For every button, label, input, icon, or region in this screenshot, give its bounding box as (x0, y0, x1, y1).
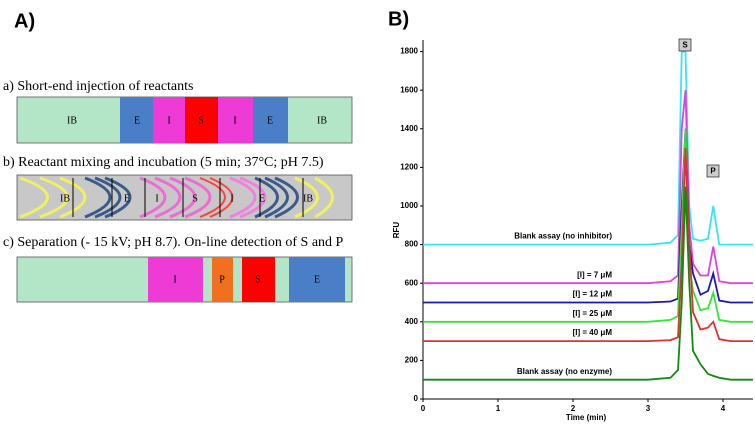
y-tick-label: 200 (405, 356, 419, 365)
x-tick-label: 4 (721, 404, 726, 413)
x-tick-label: 2 (571, 404, 576, 413)
series-label: Blank assay (no inhibitor) (514, 232, 612, 241)
annotation: P (710, 167, 716, 176)
segment-label: E (314, 274, 320, 285)
series-label: Blank assay (no enzyme) (517, 367, 612, 376)
x-tick-label: 3 (646, 404, 651, 413)
series-label: [I] = 40 μM (573, 328, 613, 337)
y-tick-label: 1800 (400, 47, 418, 56)
segment-label: S (198, 115, 204, 126)
row-title: c) Separation (- 15 kV; pH 8.7). On-line… (3, 235, 344, 250)
capillary-a (16, 96, 353, 144)
capillary-c (16, 256, 353, 303)
segment-label: E (259, 193, 265, 204)
y-tick-label: 1000 (400, 201, 418, 210)
series-label: [I] = 12 μM (573, 290, 613, 299)
annotation: S (682, 41, 688, 50)
trace (423, 90, 753, 285)
segment-label: S (255, 274, 261, 285)
annotation-box (678, 38, 692, 52)
capillary-b (16, 174, 353, 221)
segment-label: E (134, 115, 140, 126)
y-tick-label: 1600 (400, 85, 418, 94)
segment-label: P (219, 274, 225, 285)
y-tick-label: 1400 (400, 124, 418, 133)
y-axis-label: RFU (392, 222, 401, 239)
segment-label: I (233, 115, 236, 126)
segment-label: IB (303, 193, 313, 204)
segment-label: I (167, 115, 170, 126)
segment-label: E (267, 115, 273, 126)
trace (423, 50, 753, 246)
trace (423, 128, 753, 304)
segment-label: I (155, 193, 158, 204)
segment-label: E (124, 193, 130, 204)
panel-label: B) (388, 8, 409, 30)
y-tick-label: 1200 (400, 162, 418, 171)
segment-label: S (192, 193, 198, 204)
x-tick-label: 1 (496, 404, 501, 413)
x-axis-label: Time (min) (566, 413, 607, 422)
y-tick-label: 0 (414, 394, 419, 403)
segment-label: IB (317, 115, 327, 126)
y-tick-label: 400 (405, 317, 419, 326)
y-tick-label: 600 (405, 278, 419, 287)
series-label: [I] = 7 μM (577, 270, 612, 279)
trace (423, 148, 753, 342)
x-tick-label: 0 (421, 404, 426, 413)
panel-label: A) (14, 10, 35, 32)
segment-label: I (230, 193, 233, 204)
series-label: [I] = 25 μM (573, 309, 613, 318)
y-tick-label: 800 (405, 240, 419, 249)
annotation-box (706, 164, 720, 178)
trace (423, 186, 753, 381)
row-title: b) Reactant mixing and incubation (5 min… (3, 155, 324, 170)
segment-label: IB (67, 115, 77, 126)
segment-label: IB (60, 193, 70, 204)
row-title: a) Short-end injection of reactants (3, 79, 193, 94)
segment-label: I (173, 274, 176, 285)
